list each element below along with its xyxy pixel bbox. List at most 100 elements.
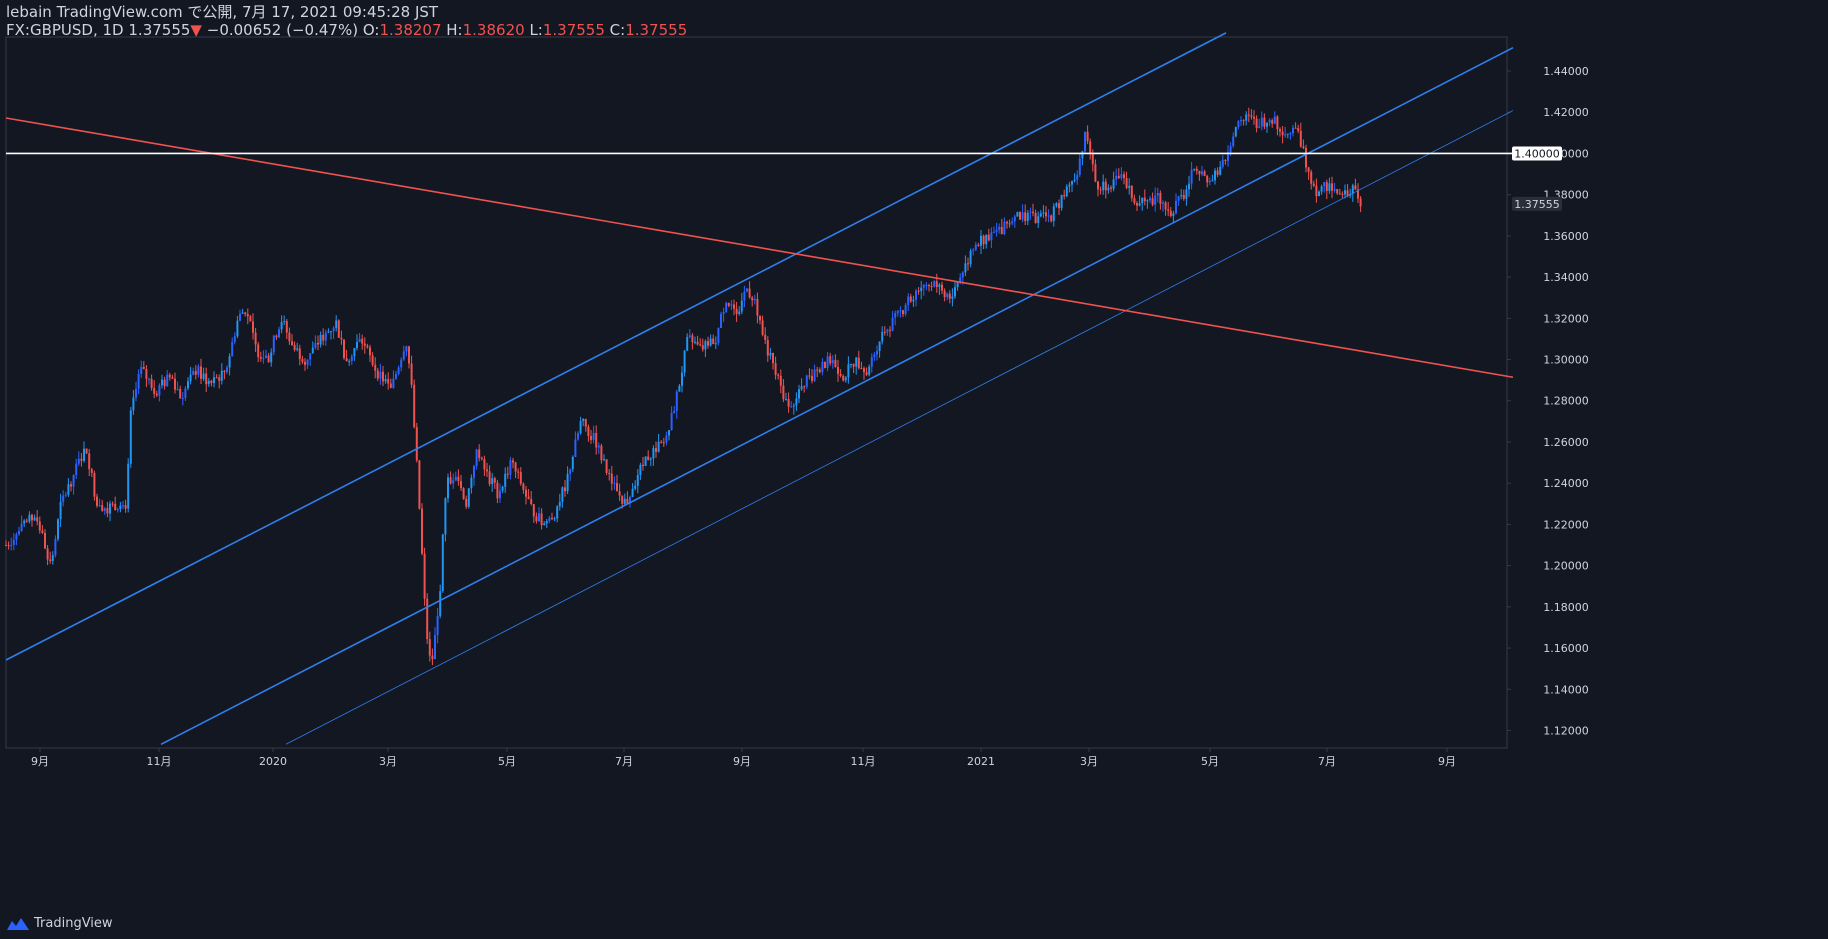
candle-up xyxy=(720,314,722,328)
candle-down xyxy=(982,235,985,245)
candle-down xyxy=(423,553,426,599)
candle-up xyxy=(1328,183,1331,191)
candle-up xyxy=(397,367,400,374)
candle-up xyxy=(1029,211,1032,213)
candle-up xyxy=(1190,169,1193,184)
candle-up xyxy=(501,486,504,491)
candle-down xyxy=(655,448,657,452)
candle-down xyxy=(38,521,41,531)
candle-down xyxy=(257,344,260,358)
candle-down xyxy=(1136,203,1138,206)
candle-down xyxy=(293,344,296,350)
candle-up xyxy=(447,477,449,499)
last-price-text: 1.37555 xyxy=(1514,198,1560,211)
down-arrow-icon: ▼ xyxy=(190,21,202,39)
candle-up xyxy=(1172,213,1175,216)
candle-down xyxy=(1276,116,1279,130)
y-tick-label: 1.16000 xyxy=(1543,642,1589,655)
candle-down xyxy=(80,458,83,461)
y-tick-label: 1.26000 xyxy=(1543,436,1589,449)
candle-down xyxy=(787,399,790,407)
candle-down xyxy=(808,375,811,377)
candle-up xyxy=(1016,212,1019,217)
candle-down xyxy=(415,427,418,461)
candle-up xyxy=(571,457,574,470)
candle-up xyxy=(491,478,494,485)
high-label: H: xyxy=(446,21,463,39)
candle-down xyxy=(707,341,709,346)
candle-down xyxy=(1297,128,1300,131)
candle-up xyxy=(1185,189,1188,199)
tradingview-logo[interactable]: TradingView xyxy=(6,916,113,931)
candle-down xyxy=(1279,129,1281,132)
candle-down xyxy=(418,460,421,509)
candle-down xyxy=(1315,185,1318,197)
candle-up xyxy=(504,473,507,487)
candle-down xyxy=(902,310,904,315)
candle-down xyxy=(194,371,197,375)
y-tick-label: 1.28000 xyxy=(1543,395,1589,408)
candle-up xyxy=(72,475,75,487)
candle-up xyxy=(314,342,317,348)
candle-down xyxy=(733,304,735,309)
candle-up xyxy=(1141,197,1144,204)
candle-up xyxy=(974,244,977,250)
y-tick-label: 1.42000 xyxy=(1543,106,1589,119)
candle-down xyxy=(600,445,603,461)
candle-down xyxy=(1305,148,1307,168)
candle-up xyxy=(1115,175,1118,180)
channel-lower[interactable] xyxy=(160,47,1514,746)
candle-down xyxy=(174,378,176,390)
candle-down xyxy=(519,472,522,484)
last-price: 1.37555 xyxy=(128,21,191,39)
resistance-downtrend[interactable] xyxy=(5,117,1514,379)
candle-up xyxy=(166,374,169,387)
candle-down xyxy=(142,367,145,369)
candle-up xyxy=(296,348,299,350)
candle-down xyxy=(535,516,538,522)
candle-up xyxy=(1011,221,1014,224)
candle-up xyxy=(714,343,717,345)
candle-up xyxy=(613,483,616,485)
candle-up xyxy=(395,373,397,379)
symbol-label[interactable]: FX:GBPUSD xyxy=(6,21,93,39)
candle-up xyxy=(1344,190,1346,195)
channel-parallel[interactable] xyxy=(285,110,1514,745)
candle-up xyxy=(23,520,26,524)
candle-up xyxy=(129,410,132,464)
candle-down xyxy=(1089,141,1092,154)
channel-upper[interactable] xyxy=(5,32,1227,661)
candle-up xyxy=(18,530,20,535)
candle-down xyxy=(712,338,715,345)
candle-up xyxy=(688,335,691,338)
candle-down xyxy=(626,498,629,504)
candle-down xyxy=(90,469,93,473)
candle-up xyxy=(1026,212,1029,222)
candle-down xyxy=(1216,170,1219,175)
candle-up xyxy=(972,249,975,251)
candle-up xyxy=(1260,117,1263,127)
candle-down xyxy=(1151,198,1154,205)
candle-up xyxy=(993,231,995,233)
candle-up xyxy=(1289,133,1292,135)
x-tick-label: 2021 xyxy=(967,755,995,768)
candle-down xyxy=(298,348,301,360)
candle-up xyxy=(1112,179,1115,189)
candle-up xyxy=(1047,215,1050,217)
candle-down xyxy=(935,281,938,287)
candle-down xyxy=(426,598,429,640)
candle-up xyxy=(12,539,15,545)
high-value: 1.38620 xyxy=(462,21,525,39)
chart-header: lebain TradingView.com で公開, 7月 17, 2021 … xyxy=(6,3,687,39)
publisher-name[interactable]: lebain xyxy=(6,3,52,21)
y-tick-label: 1.36000 xyxy=(1543,230,1589,243)
candle-up xyxy=(566,473,569,492)
candle-up xyxy=(270,352,273,363)
close-label: C: xyxy=(609,21,626,39)
candle-down xyxy=(340,337,343,340)
candle-down xyxy=(512,460,514,463)
candle-down xyxy=(244,312,247,314)
interval-label[interactable]: 1D xyxy=(102,21,124,39)
candle-down xyxy=(772,352,774,364)
